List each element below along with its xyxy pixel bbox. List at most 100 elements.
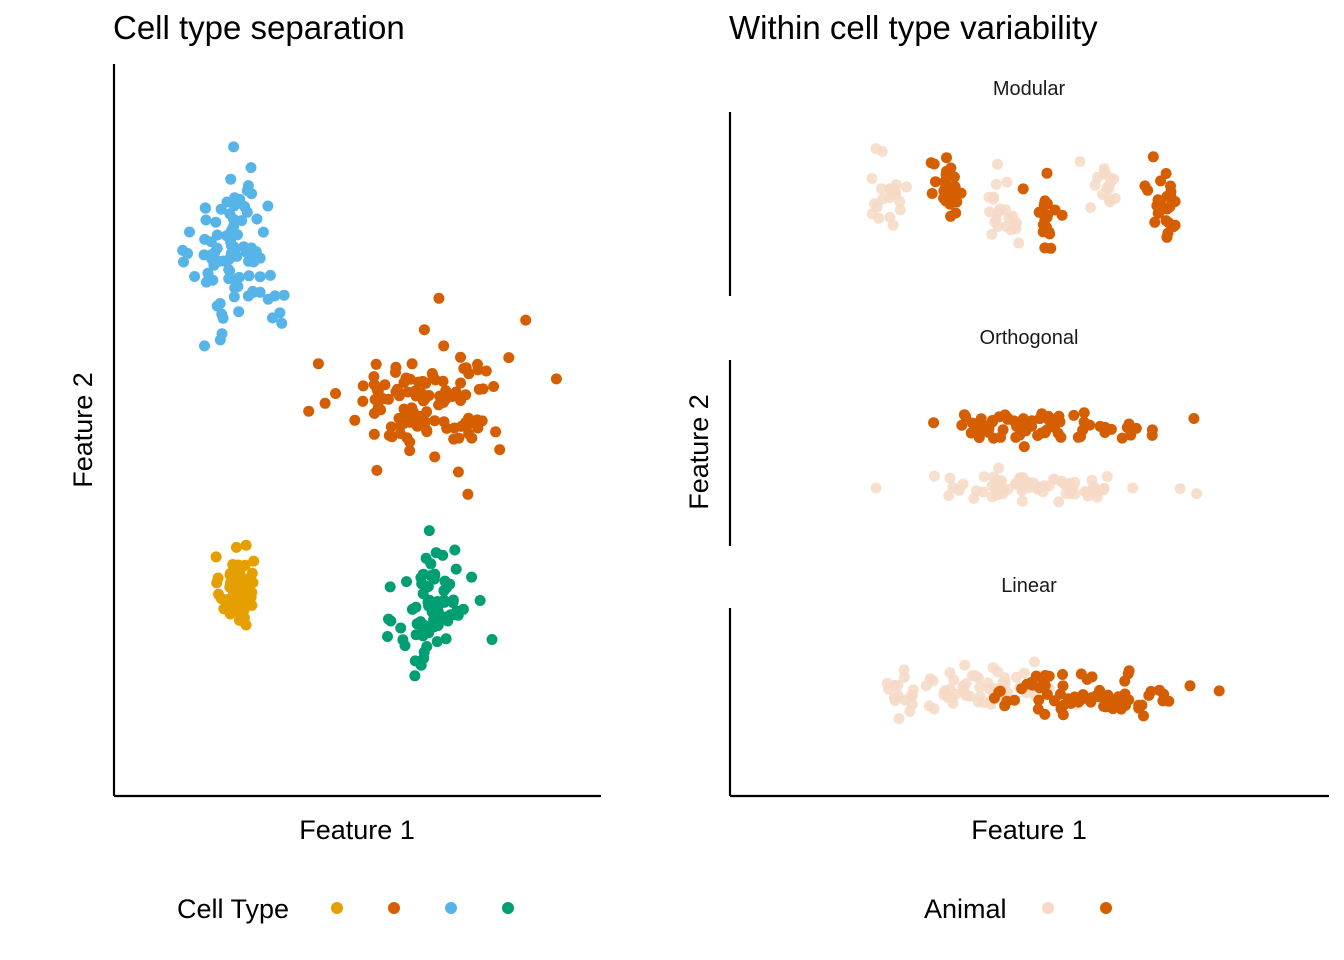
data-point — [1034, 413, 1046, 425]
data-point — [437, 611, 449, 623]
data-point — [221, 603, 233, 615]
data-point — [429, 451, 441, 463]
data-point — [248, 555, 260, 567]
data-point — [1127, 482, 1139, 494]
animal-other-series — [866, 143, 1121, 249]
data-point — [463, 428, 475, 440]
data-point — [1007, 210, 1019, 222]
data-point — [1105, 172, 1116, 184]
data-point — [1143, 689, 1155, 701]
data-point — [877, 193, 889, 205]
data-point — [486, 634, 498, 645]
data-point — [943, 490, 955, 502]
data-point — [1133, 699, 1145, 711]
legend-key-animal-2 — [1100, 902, 1112, 914]
data-point — [1068, 409, 1080, 421]
data-point — [409, 670, 421, 682]
data-point — [357, 380, 369, 392]
data-point — [230, 541, 242, 553]
data-point — [428, 573, 440, 585]
data-point — [414, 414, 426, 426]
right-x-axis-title: Feature 1 — [971, 815, 1087, 845]
right-y-axis-title: Feature 2 — [684, 394, 714, 510]
data-point — [924, 673, 936, 685]
data-point — [1014, 473, 1026, 485]
data-point — [995, 431, 1007, 443]
data-point — [410, 629, 422, 641]
data-point — [464, 415, 476, 427]
data-point — [1013, 237, 1025, 249]
data-point — [1085, 202, 1096, 214]
data-point — [1057, 669, 1068, 680]
data-point — [205, 236, 217, 248]
right-panel-title: Within cell type variability — [729, 9, 1098, 46]
data-point — [1139, 180, 1151, 192]
data-point — [382, 631, 393, 642]
data-point — [357, 395, 369, 407]
data-point — [944, 667, 956, 679]
data-point — [948, 171, 960, 183]
data-point — [466, 571, 478, 583]
data-point — [1016, 495, 1028, 507]
data-point — [1155, 175, 1167, 187]
data-point — [208, 259, 220, 271]
data-point — [390, 361, 402, 373]
data-point — [939, 685, 951, 697]
data-point — [421, 406, 433, 418]
data-point — [330, 388, 342, 399]
data-point — [1086, 671, 1098, 683]
data-point — [238, 593, 250, 604]
data-point — [460, 362, 472, 374]
data-point — [210, 216, 222, 228]
data-point — [452, 609, 464, 621]
data-point — [276, 317, 288, 329]
data-point — [870, 143, 882, 155]
data-point — [384, 581, 396, 593]
data-point — [383, 613, 394, 625]
data-point — [409, 385, 421, 397]
data-point — [1054, 416, 1066, 428]
data-point — [1041, 167, 1053, 179]
data-point — [199, 340, 210, 352]
data-point — [434, 390, 446, 402]
data-point — [410, 601, 422, 613]
data-point — [1016, 683, 1028, 695]
data-point — [406, 358, 418, 370]
data-point — [988, 471, 1000, 483]
data-point — [1023, 478, 1034, 490]
data-point — [233, 196, 245, 208]
data-point — [928, 470, 940, 482]
data-point — [1044, 414, 1055, 426]
data-point — [247, 285, 259, 297]
data-point — [959, 659, 971, 671]
data-point — [1010, 671, 1022, 683]
data-point — [1057, 680, 1069, 692]
data-point — [215, 203, 227, 215]
facet-strip-label: Orthogonal — [980, 327, 1079, 349]
data-point — [884, 211, 896, 223]
data-point — [1119, 689, 1131, 701]
data-point — [1041, 688, 1053, 700]
data-point — [990, 178, 1002, 190]
data-point — [1033, 694, 1045, 706]
data-point — [216, 328, 228, 340]
data-point — [395, 622, 407, 634]
data-point — [229, 282, 241, 294]
data-point — [994, 203, 1006, 215]
data-point — [385, 421, 397, 433]
data-point — [211, 300, 223, 312]
data-point — [1161, 190, 1173, 202]
data-point — [420, 552, 432, 564]
data-point — [431, 636, 443, 648]
cell-type-series-3 — [177, 141, 290, 352]
left-legend-title: Cell Type — [177, 894, 289, 924]
data-point — [871, 201, 883, 213]
data-point — [520, 314, 532, 326]
data-point — [408, 406, 419, 418]
facet-strip-label: Modular — [993, 78, 1066, 100]
data-point — [404, 436, 416, 448]
data-point — [984, 206, 995, 218]
data-point — [977, 486, 989, 498]
data-point — [429, 415, 441, 427]
data-point — [216, 308, 228, 320]
